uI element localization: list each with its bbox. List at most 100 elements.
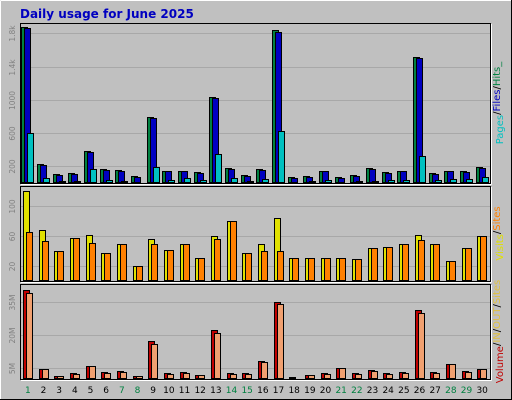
bar-visits-sites-s1-day-14	[230, 221, 237, 281]
x-tick-label: 9	[150, 386, 156, 396]
y-tick-label: 200	[8, 159, 17, 174]
plot-area	[20, 23, 491, 184]
bar-visits-sites-s1-day-13	[214, 239, 221, 281]
bar-visits-sites-s1-day-12	[198, 258, 205, 281]
bar-volume-s1-day-15	[245, 374, 252, 379]
bar-pages-files-hits-s1-day-23	[369, 169, 376, 183]
x-tick-label: 4	[72, 386, 78, 396]
chart-panels: 20060010001.4k1.8kPages/Files/Hits_20601…	[8, 23, 506, 384]
x-tick-label: 22	[351, 386, 362, 396]
bar-volume-s1-day-10	[167, 374, 174, 379]
bar-visits-sites-s1-day-27	[433, 244, 440, 281]
y-tick-label: 600	[8, 126, 17, 141]
bar-visits-sites-s1-day-8	[136, 266, 143, 281]
y-axis-label-part: Files	[492, 90, 503, 112]
y-tick-label: 1.4k	[8, 59, 17, 76]
bar-volume-s1-day-3	[57, 376, 64, 379]
chart-title: Daily usage for June 2025	[20, 7, 194, 21]
x-tick-label: 18	[288, 386, 300, 396]
bar-visits-sites-s1-day-16	[261, 251, 268, 281]
bar-volume-s1-day-9	[151, 344, 158, 379]
bar-volume-s1-day-28	[449, 364, 456, 379]
plot-area	[20, 284, 491, 380]
bar-pages-files-hits-s2-day-28	[450, 179, 457, 183]
bar-pages-files-hits-s1-day-8	[134, 177, 141, 183]
bar-visits-sites-s1-day-11	[183, 244, 190, 281]
bar-visits-sites-s1-day-5	[89, 243, 96, 281]
bar-pages-files-hits-s2-day-24	[388, 180, 395, 183]
bar-visits-sites-s1-day-10	[167, 250, 174, 281]
bar-pages-files-hits-s2-day-4	[74, 181, 81, 183]
x-tick-label: 19	[304, 386, 316, 396]
y-axis-label: Visits/Sites	[492, 206, 506, 260]
bar-volume-s1-day-19	[308, 375, 315, 379]
bar-volume-s1-day-17	[277, 304, 284, 379]
bar-pages-files-hits-s2-day-6	[106, 180, 113, 183]
bar-visits-sites-s1-day-1	[26, 232, 33, 281]
x-tick-label: 17	[273, 386, 284, 396]
bar-visits-sites-s1-day-24	[386, 247, 393, 281]
y-tick-label: 20M	[8, 327, 17, 343]
bar-pages-files-hits-s2-day-12	[200, 180, 207, 183]
y-tick-label: 20	[8, 262, 17, 272]
bar-pages-files-hits-s2-day-15	[247, 181, 254, 183]
bar-visits-sites-s1-day-28	[449, 261, 456, 281]
bar-volume-s1-day-4	[73, 374, 80, 379]
bar-pages-files-hits-s2-day-11	[184, 178, 191, 183]
bar-pages-files-hits-s1-day-7	[118, 171, 125, 183]
bar-pages-files-hits-s1-day-18	[291, 178, 298, 183]
x-tick-label: 28	[445, 386, 457, 396]
x-tick-label: 23	[367, 386, 378, 396]
x-tick-label: 29	[461, 386, 473, 396]
bar-pages-files-hits-s2-day-27	[435, 180, 442, 183]
y-tick-label: 35M	[8, 294, 17, 310]
bar-pages-files-hits-s2-day-23	[372, 181, 379, 183]
bar-visits-sites-s1-day-25	[402, 244, 409, 281]
bar-pages-files-hits-s1-day-21	[338, 178, 345, 183]
y-tick-label: 100	[8, 199, 17, 214]
x-tick-label: 13	[210, 386, 221, 396]
x-tick-label: 30	[476, 386, 488, 396]
bar-visits-sites-s1-day-21	[339, 258, 346, 281]
bar-visits-sites-s1-day-26	[418, 240, 425, 281]
bar-visits-sites-s1-day-15	[245, 253, 252, 281]
x-tick-label: 15	[241, 386, 252, 396]
bar-volume-s1-day-22	[355, 374, 362, 379]
x-tick-label: 11	[179, 386, 190, 396]
y-axis-label-part: Sites	[492, 280, 503, 304]
bar-volume-s1-day-7	[120, 372, 127, 379]
bar-pages-files-hits-s2-day-17	[278, 131, 285, 183]
x-tick-label: 12	[194, 386, 205, 396]
bar-volume-s1-day-11	[183, 373, 190, 379]
x-tick-label: 2	[41, 386, 47, 396]
bar-visits-sites-s1-day-7	[120, 244, 127, 281]
y-axis-label-part: /	[492, 230, 503, 234]
y-axis-label-part: /	[492, 342, 503, 346]
bar-pages-files-hits-s2-day-9	[153, 167, 160, 183]
y-axis-label-part: Volume	[495, 346, 506, 383]
bar-visits-sites-s1-day-9	[151, 244, 158, 281]
panel-visits-sites: 20 60 100 Visits/Sites	[8, 186, 506, 283]
bar-visits-sites-s1-day-3	[57, 251, 64, 281]
x-tick-label: 16	[257, 386, 269, 396]
bar-pages-files-hits-s2-day-22	[356, 181, 363, 183]
y-axis-label-part: /	[492, 111, 503, 115]
x-tick-label: 20	[320, 386, 332, 396]
bar-pages-files-hits-s2-day-29	[466, 179, 473, 183]
y-tick-label: 1.8k	[8, 25, 17, 42]
bar-pages-files-hits-s2-day-16	[262, 179, 269, 183]
y-axis-label-part: Hits_	[492, 61, 503, 86]
bar-visits-sites-s1-day-6	[104, 253, 111, 281]
bar-pages-files-hits-s2-day-5	[90, 169, 97, 183]
bar-visits-sites-s1-day-22	[355, 259, 362, 281]
y-axis-label: Pages/Files/Hits_	[492, 61, 506, 145]
bar-visits-sites-s1-day-23	[371, 248, 378, 281]
y-axis-label-part: Sites	[492, 206, 503, 230]
bar-visits-sites-s1-day-4	[73, 238, 80, 281]
x-tick-label: 25	[398, 386, 409, 396]
bar-pages-files-hits-s2-day-10	[168, 180, 175, 183]
x-tick-label: 27	[429, 386, 440, 396]
bar-pages-files-hits-s2-day-20	[325, 180, 332, 183]
